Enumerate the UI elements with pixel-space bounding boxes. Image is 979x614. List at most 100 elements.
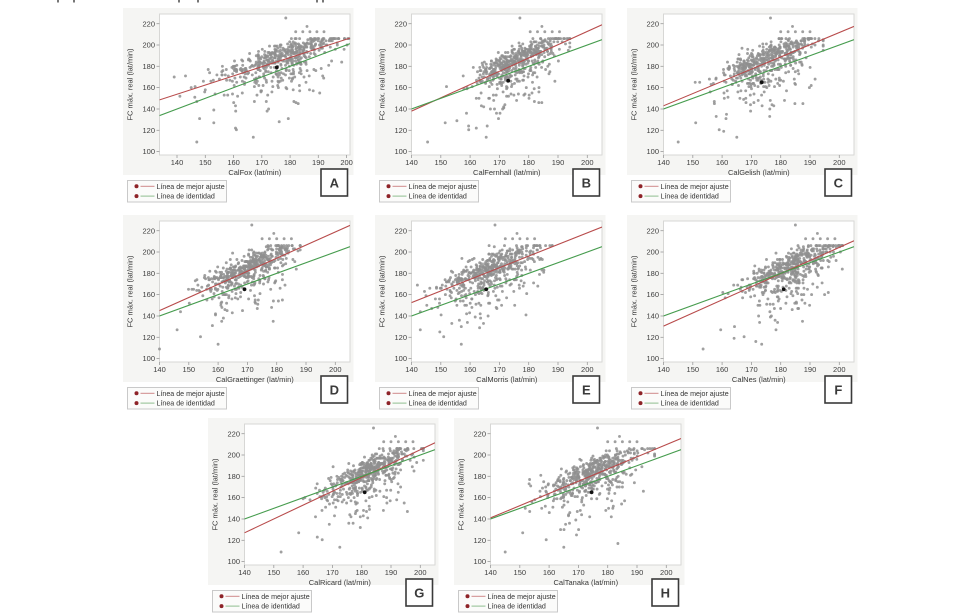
- svg-text:FC máx. real (lat/min): FC máx. real (lat/min): [126, 255, 135, 328]
- svg-text:180: 180: [284, 158, 297, 167]
- svg-text:Línea de mejor ajuste: Línea de mejor ajuste: [661, 183, 729, 191]
- svg-text:150: 150: [687, 158, 700, 167]
- svg-text:220: 220: [394, 19, 407, 28]
- svg-text:190: 190: [552, 158, 565, 167]
- svg-text:120: 120: [394, 333, 407, 342]
- svg-text:200: 200: [646, 248, 659, 257]
- svg-text:160: 160: [142, 83, 155, 92]
- svg-text:Línea de identidad: Línea de identidad: [661, 193, 719, 201]
- svg-text:200: 200: [340, 158, 353, 167]
- svg-text:140: 140: [657, 158, 670, 167]
- svg-text:G: G: [414, 586, 424, 601]
- svg-text:190: 190: [804, 365, 817, 374]
- svg-text:200: 200: [394, 248, 407, 257]
- svg-text:180: 180: [142, 269, 155, 278]
- svg-text:100: 100: [646, 354, 659, 363]
- svg-text:120: 120: [142, 126, 155, 135]
- svg-text:170: 170: [493, 158, 506, 167]
- svg-text:160: 160: [394, 83, 407, 92]
- svg-text:140: 140: [405, 158, 418, 167]
- svg-text:150: 150: [435, 158, 448, 167]
- svg-text:CalNes (lat/min): CalNes (lat/min): [732, 375, 786, 384]
- svg-text:180: 180: [227, 472, 240, 481]
- svg-text:180: 180: [473, 472, 486, 481]
- svg-text:150: 150: [268, 568, 281, 577]
- svg-text:220: 220: [646, 19, 659, 28]
- svg-text:FC máx. real (lat/min): FC máx. real (lat/min): [211, 458, 220, 531]
- svg-text:180: 180: [646, 269, 659, 278]
- svg-text:CalFernhall (lat/min): CalFernhall (lat/min): [473, 168, 541, 177]
- svg-text:140: 140: [238, 568, 251, 577]
- svg-text:180: 180: [774, 158, 787, 167]
- svg-text:220: 220: [227, 429, 240, 438]
- svg-text:200: 200: [646, 41, 659, 50]
- svg-text:Línea de identidad: Línea de identidad: [242, 603, 300, 611]
- svg-text:Línea de identidad: Línea de identidad: [409, 400, 467, 408]
- svg-text:180: 180: [522, 365, 535, 374]
- svg-text:190: 190: [631, 568, 644, 577]
- svg-text:170: 170: [241, 365, 254, 374]
- svg-text:E: E: [582, 383, 591, 398]
- svg-text:200: 200: [833, 365, 846, 374]
- svg-text:F: F: [834, 383, 842, 398]
- svg-text:120: 120: [646, 126, 659, 135]
- svg-text:120: 120: [394, 126, 407, 135]
- svg-text:170: 170: [326, 568, 339, 577]
- svg-text:150: 150: [687, 365, 700, 374]
- svg-text:180: 180: [601, 568, 614, 577]
- svg-text:140: 140: [473, 515, 486, 524]
- svg-text:190: 190: [804, 158, 817, 167]
- svg-text:180: 180: [394, 62, 407, 71]
- svg-text:Línea de mejor ajuste: Línea de mejor ajuste: [242, 593, 310, 601]
- svg-text:FC máx. real (lat/min): FC máx. real (lat/min): [457, 458, 466, 531]
- svg-text:170: 170: [256, 158, 269, 167]
- svg-text:CalFox (lat/min): CalFox (lat/min): [228, 168, 281, 177]
- svg-text:140: 140: [227, 515, 240, 524]
- svg-text:Línea de mejor ajuste: Línea de mejor ajuste: [409, 390, 477, 398]
- svg-text:220: 220: [646, 226, 659, 235]
- svg-text:Línea de mejor ajuste: Línea de mejor ajuste: [409, 183, 477, 191]
- svg-text:Línea de identidad: Línea de identidad: [157, 193, 215, 201]
- svg-text:A: A: [330, 176, 340, 191]
- svg-text:140: 140: [171, 158, 184, 167]
- svg-text:140: 140: [484, 568, 497, 577]
- svg-text:100: 100: [142, 147, 155, 156]
- svg-text:100: 100: [142, 354, 155, 363]
- svg-text:160: 160: [473, 493, 486, 502]
- svg-text:140: 140: [394, 105, 407, 114]
- svg-text:160: 160: [716, 365, 729, 374]
- svg-text:FC máx. real (lat/min): FC máx. real (lat/min): [630, 255, 639, 328]
- svg-text:Línea de identidad: Línea de identidad: [157, 400, 215, 408]
- svg-text:180: 180: [646, 62, 659, 71]
- svg-text:170: 170: [745, 158, 758, 167]
- svg-text:140: 140: [153, 365, 166, 374]
- svg-text:140: 140: [394, 312, 407, 321]
- svg-text:CalGelish (lat/min): CalGelish (lat/min): [728, 168, 790, 177]
- svg-text:120: 120: [473, 536, 486, 545]
- svg-text:160: 160: [543, 568, 556, 577]
- svg-text:180: 180: [355, 568, 368, 577]
- svg-text:160: 160: [394, 290, 407, 299]
- svg-text:200: 200: [581, 365, 594, 374]
- svg-text:H: H: [661, 586, 670, 601]
- svg-text:180: 180: [394, 269, 407, 278]
- svg-text:120: 120: [142, 333, 155, 342]
- svg-text:140: 140: [405, 365, 418, 374]
- svg-text:160: 160: [464, 158, 477, 167]
- svg-text:160: 160: [646, 290, 659, 299]
- svg-text:200: 200: [142, 248, 155, 257]
- svg-text:120: 120: [227, 536, 240, 545]
- svg-text:220: 220: [142, 226, 155, 235]
- svg-text:CalMorris (lat/min): CalMorris (lat/min): [476, 375, 538, 384]
- svg-text:200: 200: [394, 41, 407, 50]
- svg-text:160: 160: [227, 493, 240, 502]
- svg-text:220: 220: [142, 19, 155, 28]
- svg-text:FC máx. real (lat/min): FC máx. real (lat/min): [378, 255, 387, 328]
- svg-text:100: 100: [473, 557, 486, 566]
- svg-text:170: 170: [493, 365, 506, 374]
- svg-text:140: 140: [646, 312, 659, 321]
- svg-text:200: 200: [833, 158, 846, 167]
- svg-text:Línea de identidad: Línea de identidad: [488, 603, 546, 611]
- svg-text:160: 160: [212, 365, 225, 374]
- svg-text:150: 150: [199, 158, 212, 167]
